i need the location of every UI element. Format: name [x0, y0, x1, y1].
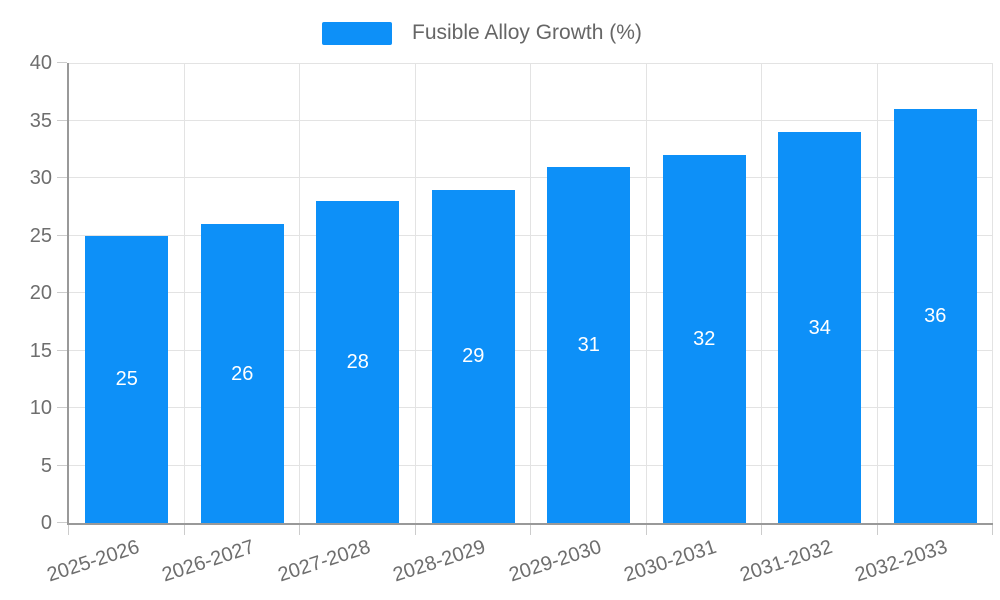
y-axis-tick-label: 5 — [40, 455, 52, 477]
x-axis-tick-label: 2025-2026 — [44, 535, 142, 587]
v-gridline — [299, 63, 300, 523]
v-gridline — [415, 63, 416, 523]
v-gridline — [184, 63, 185, 523]
x-axis-tick-label: 2029-2030 — [506, 535, 604, 587]
x-axis-tick — [415, 525, 416, 535]
plot-area: 25 26 28 29 31 32 34 36 — [69, 63, 993, 523]
y-axis-tick-label: 10 — [29, 397, 52, 419]
y-axis-tick-label: 25 — [29, 225, 52, 247]
x-axis-tick — [877, 525, 878, 535]
legend-label: Fusible Alloy Growth (%) — [412, 21, 642, 44]
x-axis-tick — [530, 525, 531, 535]
bar[interactable]: 36 — [893, 109, 977, 523]
x-axis-tick-label: 2027-2028 — [275, 535, 373, 587]
bar-value-label: 25 — [115, 368, 138, 391]
y-axis-tick-label: 30 — [29, 167, 52, 189]
bar-value-label: 34 — [808, 316, 831, 339]
x-axis-tick-label: 2032-2033 — [852, 535, 951, 587]
bar[interactable]: 34 — [778, 132, 862, 523]
bar[interactable]: 25 — [85, 235, 169, 523]
bar-value-label: 31 — [577, 333, 600, 356]
y-axis-tick-label: 0 — [40, 512, 52, 534]
y-axis-tick — [57, 465, 67, 466]
bar[interactable]: 26 — [200, 224, 284, 523]
y-axis-tick — [57, 407, 67, 408]
bar[interactable]: 29 — [431, 189, 515, 523]
bar-value-label: 28 — [346, 351, 369, 373]
v-gridline — [992, 63, 993, 523]
y-axis-tick — [57, 177, 67, 178]
h-gridline — [69, 63, 993, 64]
bar[interactable]: 31 — [547, 166, 631, 523]
y-axis-tick-label: 35 — [29, 110, 52, 132]
bar-value-label: 26 — [231, 362, 254, 385]
x-axis-tick — [646, 525, 647, 535]
x-axis-tick — [761, 525, 762, 535]
y-axis-tick-label: 15 — [29, 340, 52, 362]
y-axis-tick — [57, 62, 67, 63]
h-gridline — [69, 407, 993, 408]
h-gridline — [69, 349, 993, 351]
x-axis-line — [67, 523, 993, 525]
v-gridline — [877, 63, 878, 523]
y-axis-tick — [57, 235, 67, 236]
legend-swatch-icon — [322, 21, 392, 45]
x-axis-tick-label: 2026-2027 — [159, 535, 258, 587]
bar-value-label: 36 — [924, 305, 947, 327]
v-gridline — [530, 63, 531, 523]
y-axis-tick — [57, 350, 67, 351]
h-gridline — [69, 177, 993, 178]
x-axis-tick — [299, 525, 300, 535]
h-gridline — [69, 464, 993, 466]
legend[interactable]: Fusible Alloy Growth (%) — [322, 20, 642, 46]
x-axis-tick — [184, 525, 185, 535]
y-axis-tick-label: 40 — [29, 52, 52, 74]
x-axis-tick-label: 2028-2029 — [390, 535, 489, 587]
bar[interactable]: 28 — [316, 201, 400, 523]
v-gridline — [761, 63, 762, 523]
x-axis-tick-label: 2031-2032 — [737, 535, 835, 587]
h-gridline — [69, 119, 993, 121]
x-axis-tick-label: 2030-2031 — [621, 535, 720, 587]
h-gridline — [69, 292, 993, 293]
y-axis-tick — [57, 522, 67, 523]
bar[interactable]: 32 — [662, 155, 746, 523]
x-axis-tick — [68, 525, 69, 535]
x-axis-tick — [992, 525, 993, 535]
bar-value-label: 29 — [462, 345, 485, 368]
y-axis-tick — [57, 292, 67, 293]
y-axis-tick — [57, 120, 67, 121]
v-gridline — [646, 63, 647, 523]
h-gridline — [69, 234, 993, 236]
y-axis-line — [67, 63, 69, 525]
bar-value-label: 32 — [693, 328, 716, 350]
y-axis-tick-label: 20 — [29, 282, 52, 304]
